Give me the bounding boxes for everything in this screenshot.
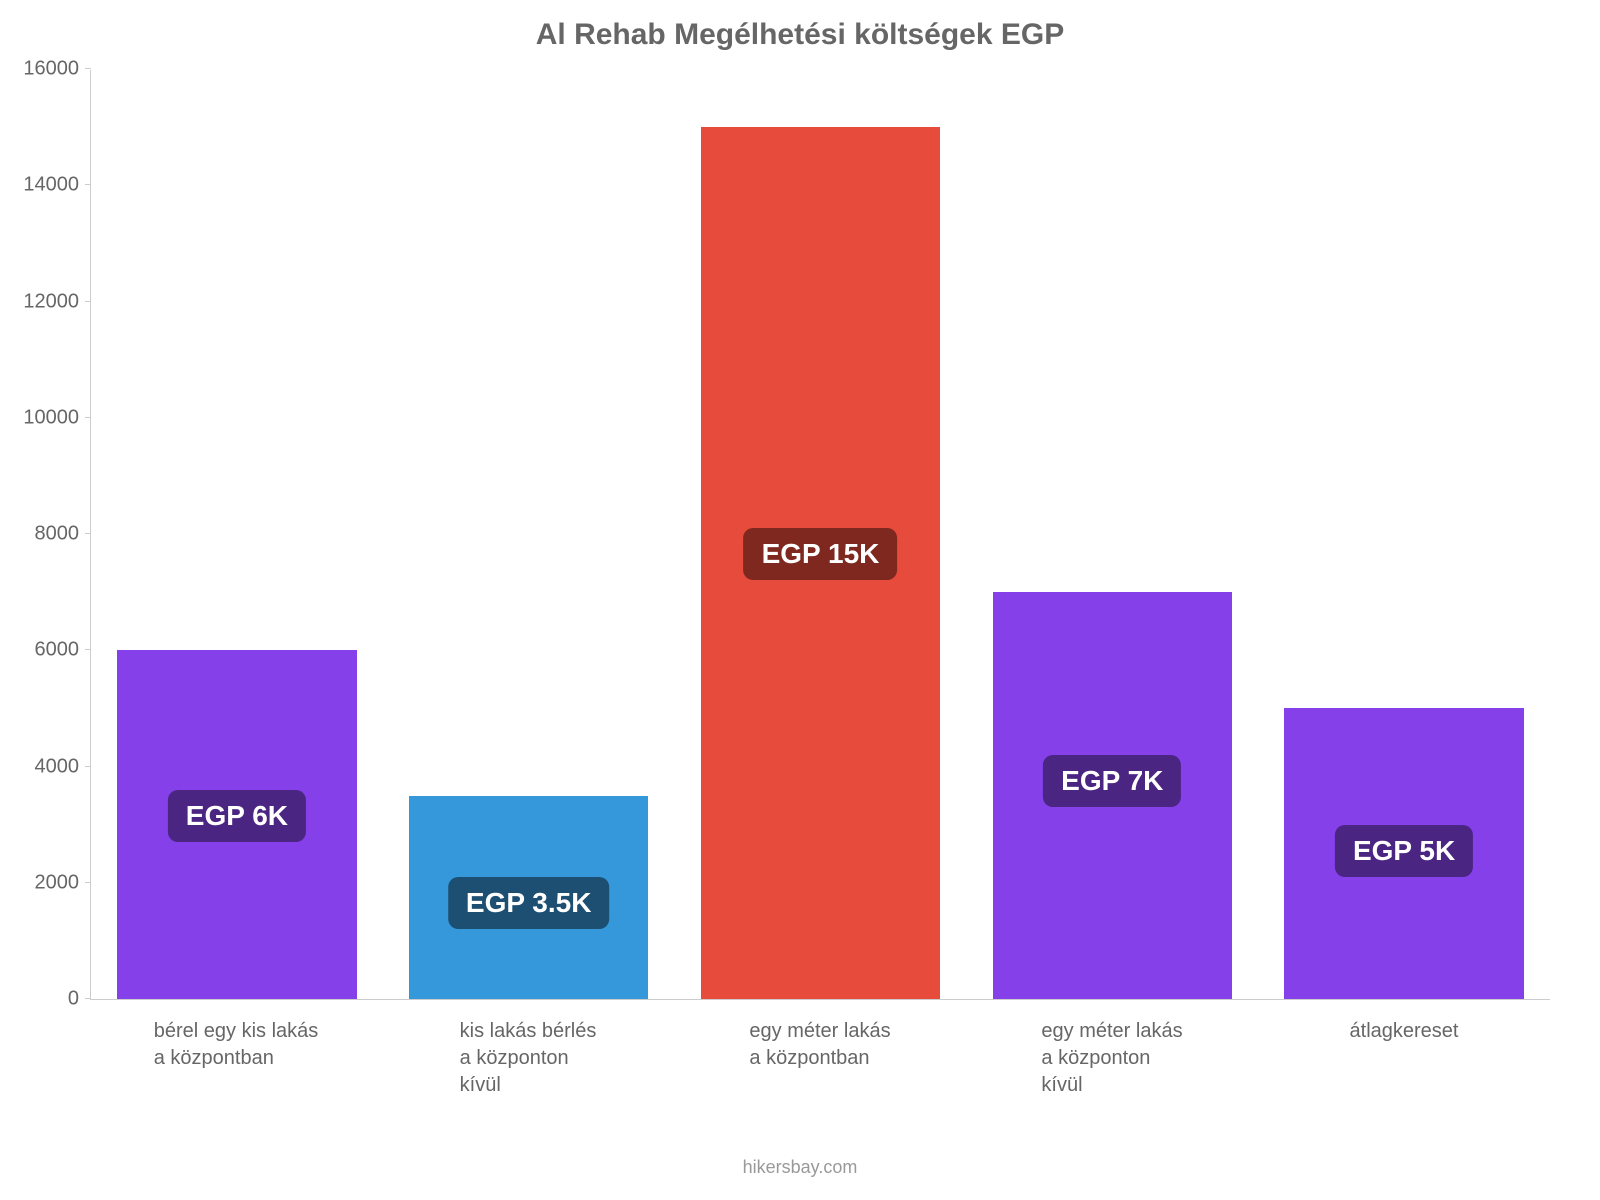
bar-slot: EGP 6K [91,70,383,999]
x-axis-label: átlagkereset [1350,1010,1459,1099]
bar-value-label: EGP 6K [168,790,306,842]
bar-slot: EGP 15K [675,70,967,999]
y-tick-label: 0 [68,988,91,1011]
y-tick-mark [85,184,91,185]
x-label-slot: bérel egy kis lakás a központban [90,1010,382,1099]
bars-container: EGP 6K EGP 3.5K EGP 15K EGP 7K EGP 5K [91,70,1550,999]
y-tick-label: 14000 [23,174,91,197]
bar: EGP 7K [993,592,1232,999]
x-axis-label: kis lakás bérlés a központon kívül [460,1010,597,1099]
x-axis-label: egy méter lakás a központon kívül [1041,1010,1182,1099]
chart-title: Al Rehab Megélhetési költségek EGP [0,18,1600,52]
bar: EGP 6K [117,650,356,999]
bar: EGP 15K [701,127,940,999]
y-tick-label: 16000 [23,58,91,81]
y-tick-mark [85,417,91,418]
x-axis-label: egy méter lakás a központban [749,1010,890,1099]
bar-slot: EGP 3.5K [383,70,675,999]
bar-value-label: EGP 5K [1335,825,1473,877]
y-tick-label: 8000 [35,523,92,546]
credit-text: hikersbay.com [0,1157,1600,1178]
bar: EGP 5K [1284,708,1523,999]
y-tick-mark [85,998,91,999]
x-label-slot: kis lakás bérlés a központon kívül [382,1010,674,1099]
y-tick-label: 4000 [35,755,92,778]
x-label-slot: egy méter lakás a központon kívül [966,1010,1258,1099]
bar: EGP 3.5K [409,796,648,999]
cost-of-living-chart: Al Rehab Megélhetési költségek EGP EGP 6… [0,0,1600,1200]
x-label-slot: átlagkereset [1258,1010,1550,1099]
x-label-slot: egy méter lakás a központban [674,1010,966,1099]
x-axis-label: bérel egy kis lakás a központban [154,1010,319,1099]
y-tick-mark [85,533,91,534]
bar-value-label: EGP 7K [1043,755,1181,807]
y-tick-label: 6000 [35,639,92,662]
bar-slot: EGP 5K [1258,70,1550,999]
bar-value-label: EGP 3.5K [448,877,610,929]
y-tick-mark [85,301,91,302]
y-tick-mark [85,766,91,767]
bar-slot: EGP 7K [966,70,1258,999]
bar-value-label: EGP 15K [744,528,898,580]
x-axis-labels: bérel egy kis lakás a központban kis laká… [90,1010,1550,1099]
y-tick-label: 2000 [35,871,92,894]
y-tick-mark [85,882,91,883]
y-tick-label: 12000 [23,290,91,313]
plot-area: EGP 6KEGP 3.5KEGP 15KEGP 7KEGP 5K 020004… [90,70,1550,1000]
y-tick-mark [85,68,91,69]
y-tick-mark [85,649,91,650]
y-tick-label: 10000 [23,406,91,429]
